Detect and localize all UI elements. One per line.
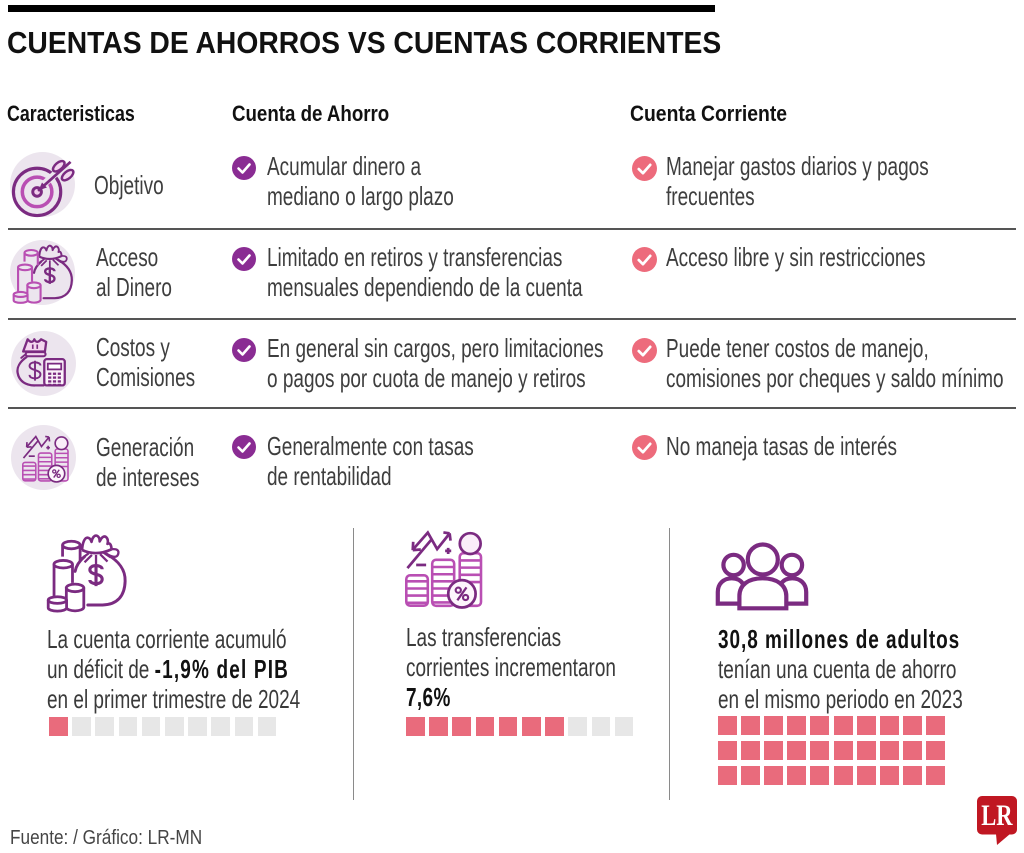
svg-text:LR: LR: [981, 798, 1013, 832]
